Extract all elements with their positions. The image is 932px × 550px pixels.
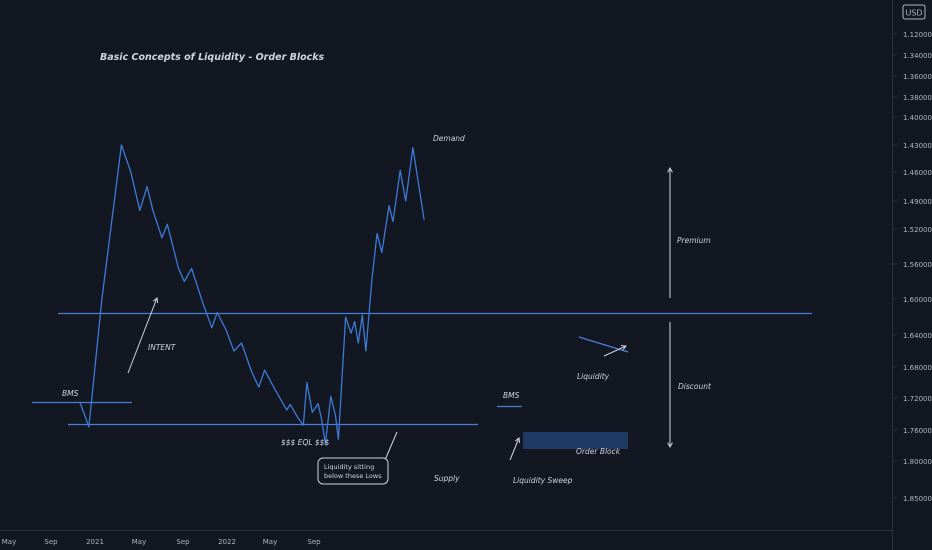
time-tick-label: 2021 <box>86 538 104 546</box>
price-tick-label: 1.49000 <box>903 198 932 206</box>
currency-badge[interactable]: USD <box>902 4 926 20</box>
price-tick-label: 1.52000 <box>903 226 932 234</box>
supply-label: Supply <box>434 474 460 483</box>
time-tick-label: May <box>2 538 16 546</box>
price-tick-label: 1.64000 <box>903 332 932 340</box>
liquidity-label: Liquidity <box>577 372 610 381</box>
price-tick-label: 1.60000 <box>903 296 932 304</box>
price-tick-label: 1.85000 <box>903 495 932 503</box>
price-tick-label: 1.34000 <box>903 52 932 60</box>
price-tick-label: 1.76000 <box>903 427 932 435</box>
price-tick-label: 1.80000 <box>903 458 932 466</box>
currency-label: USD <box>905 9 922 18</box>
time-tick-label: May <box>263 538 277 546</box>
callout-line-2: below these Lows <box>324 472 382 480</box>
eql-label: $$$ EQL $$$ <box>281 438 329 447</box>
time-tick-label: Sep <box>176 538 190 546</box>
callout-box <box>317 457 389 485</box>
sweep-arrow-head <box>514 437 521 444</box>
liquidity-arrow[interactable] <box>603 345 627 357</box>
price-tick-label: 1.72000 <box>903 395 932 403</box>
bms-left-label: BMS <box>62 389 79 398</box>
chart-title: Basic Concepts of Liquidity - Order Bloc… <box>100 52 325 63</box>
price-tick-label: 1.43000 <box>903 142 932 150</box>
price-line[interactable] <box>79 144 425 445</box>
discount-label: Discount <box>678 382 712 391</box>
liquidity-sweep-label: Liquidity Sweep <box>513 476 573 485</box>
liquidity-callout[interactable]: Liquidity sitting below these Lows <box>317 431 398 485</box>
currency-badge-box <box>902 4 926 20</box>
intent-arrow-head <box>152 297 159 304</box>
discount-arrow-head <box>667 442 673 449</box>
price-tick-label: 1.46000 <box>903 169 932 177</box>
time-tick-label: Sep <box>44 538 58 546</box>
price-tick-label: 1.38000 <box>903 94 932 102</box>
liquidity-trendline[interactable] <box>578 336 629 353</box>
time-tick-label: 2022 <box>218 538 236 546</box>
price-tick-label: 1.40000 <box>903 114 932 122</box>
price-tick-label: 1.12000 <box>903 31 932 39</box>
time-tick-label: Sep <box>307 538 321 546</box>
callout-line-1: Liquidity sitting <box>324 463 374 471</box>
price-tick-label: 1.36000 <box>903 73 932 81</box>
intent-label: INTENT <box>148 343 177 352</box>
time-axis[interactable]: May Sep 2021 May Sep 2022 May Sep <box>2 538 321 546</box>
sweep-arrow[interactable] <box>509 437 520 461</box>
price-tick-label: 1.56000 <box>903 261 932 269</box>
price-tick-label: 1.68000 <box>903 364 932 372</box>
premium-label: Premium <box>677 236 711 245</box>
premium-arrow-head <box>667 166 673 173</box>
price-axis[interactable]: 1.12000 1.34000 1.36000 1.38000 1.40000 1.430… <box>893 31 932 503</box>
intent-arrow[interactable] <box>127 297 158 374</box>
callout-pointer <box>384 431 398 461</box>
liquidity-arrow-head <box>620 345 627 351</box>
bms-right-label: BMS <box>503 391 520 400</box>
order-block-zone[interactable] <box>523 432 628 449</box>
order-block-label: Order Block <box>576 447 621 456</box>
demand-label: Demand <box>433 134 465 143</box>
time-tick-label: May <box>132 538 146 546</box>
arrow-annotations <box>127 166 673 461</box>
